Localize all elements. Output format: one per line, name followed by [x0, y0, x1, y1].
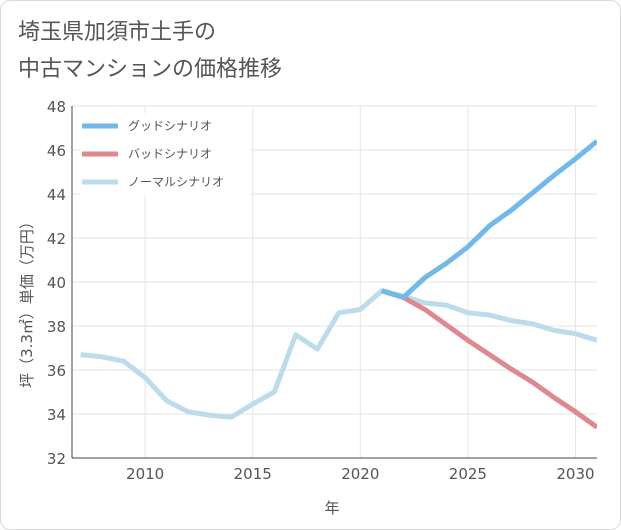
y-axis-title: 坪（3.3㎡）単価（万円） — [18, 214, 36, 388]
legend-label: バッドシナリオ — [128, 147, 212, 161]
y-tick-label: 40 — [47, 274, 66, 292]
x-tick-label: 2020 — [341, 465, 379, 483]
title-line-1: 埼玉県加須市土手の — [18, 20, 217, 45]
x-axis-title: 年 — [324, 499, 339, 517]
chart-title: 埼玉県加須市土手の 中古マンションの価格推移 — [18, 14, 282, 88]
series-line-2 — [80, 288, 597, 420]
y-tick-label: 48 — [47, 98, 66, 116]
x-tick-label: 2015 — [234, 465, 272, 483]
series-lines — [80, 139, 597, 430]
y-tick-label: 34 — [47, 406, 66, 424]
y-tick-label: 42 — [47, 230, 66, 248]
y-tick-label: 46 — [47, 142, 66, 160]
series-line-1 — [381, 288, 597, 430]
x-tick-label: 2030 — [556, 465, 594, 483]
x-tick-label: 2025 — [449, 465, 487, 483]
y-tick-label: 38 — [47, 318, 66, 336]
axes: 32 34 36 38 40 42 44 46 48 2010 2015 2020 2025 2030 — [47, 98, 597, 483]
x-tick-label: 2010 — [126, 465, 164, 483]
y-tick-label: 44 — [47, 186, 66, 204]
series-line-0 — [381, 139, 597, 300]
legend-label: ノーマルシナリオ — [128, 175, 224, 189]
y-tick-label: 32 — [47, 450, 66, 468]
title-line-2: 中古マンションの価格推移 — [18, 57, 283, 82]
y-tick-label: 36 — [47, 362, 66, 380]
legend-label: グッドシナリオ — [128, 119, 212, 133]
